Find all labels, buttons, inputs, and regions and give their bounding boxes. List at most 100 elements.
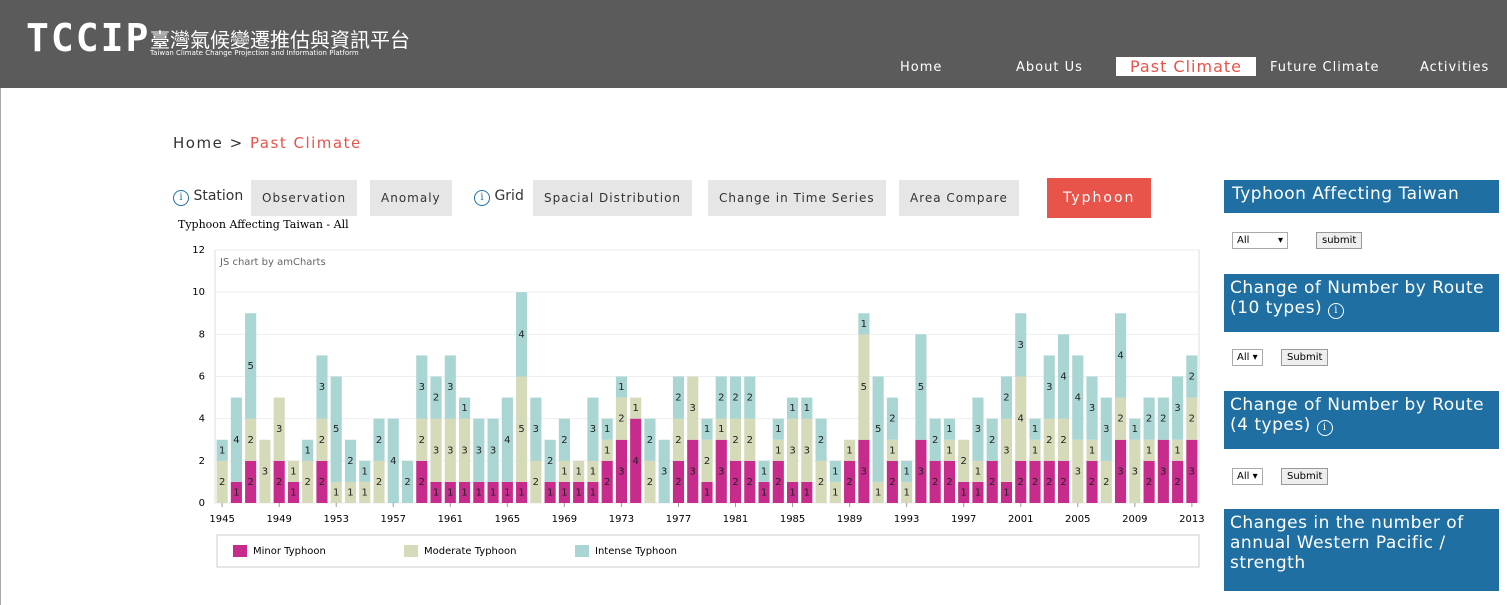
bar-segment	[216, 460, 228, 503]
select[interactable]: All ▾	[1232, 232, 1288, 249]
bar-segment	[1100, 460, 1112, 503]
bar-segment	[444, 481, 456, 503]
submit-button[interactable]: submit	[1316, 232, 1363, 249]
value-label: 3	[690, 466, 696, 477]
bar-segment	[872, 376, 884, 482]
y-tick-label: 6	[199, 372, 205, 383]
bar-segment	[273, 397, 285, 461]
sidebar-title: Change of Number by Route (4 types) i	[1224, 391, 1499, 449]
tab[interactable]: Change in Time Series	[708, 180, 886, 216]
value-label: 3	[1174, 403, 1180, 414]
x-tick-label: 1949	[266, 514, 291, 525]
bar-segment	[772, 439, 784, 461]
bar-segment	[744, 418, 756, 461]
value-label: 1	[233, 487, 239, 498]
value-label: 2	[1046, 435, 1052, 446]
value-label: 2	[1189, 414, 1195, 425]
site-title: 臺灣氣候變遷推估與資訊平台	[150, 28, 410, 52]
value-label: 1	[946, 424, 952, 435]
value-label: 2	[1160, 414, 1166, 425]
value-label: 3	[618, 466, 624, 477]
grid-label: i Grid	[474, 188, 524, 206]
value-label: 2	[732, 435, 738, 446]
legend-label: Minor Typhoon	[253, 546, 326, 557]
bar-segment	[758, 481, 770, 503]
nav-item[interactable]: Activities	[1420, 60, 1490, 75]
submit-button[interactable]: Submit	[1281, 468, 1329, 485]
bar-segment	[473, 481, 485, 503]
value-label: 2	[704, 456, 710, 467]
breadcrumb: Home > Past Climate	[173, 134, 362, 152]
bar-segment	[815, 418, 827, 461]
bar-segment	[302, 460, 314, 503]
value-label: 4	[1060, 372, 1066, 383]
bar-segment	[344, 439, 357, 482]
nav-item[interactable]: Home	[900, 60, 943, 75]
bar-segment	[787, 418, 799, 482]
value-label: 1	[518, 487, 524, 498]
value-label: 1	[975, 466, 981, 477]
value-label: 3	[661, 466, 667, 477]
tab[interactable]: Spacial Distribution	[533, 180, 693, 216]
select[interactable]: All ▾	[1232, 468, 1263, 485]
value-label: 5	[875, 424, 881, 435]
bar-segment	[1057, 460, 1070, 503]
nav-item[interactable]: Future Climate	[1270, 60, 1380, 75]
nav-item[interactable]: About Us	[1016, 60, 1083, 75]
tab-active[interactable]: Typhoon	[1047, 178, 1152, 218]
value-label: 2	[1174, 477, 1180, 488]
bar-segment	[829, 481, 841, 503]
bar-segment	[915, 439, 927, 503]
select-value: All	[1237, 235, 1250, 246]
value-label: 1	[219, 445, 225, 456]
tab[interactable]: Anomaly	[370, 180, 452, 216]
x-tick-label: 1989	[837, 514, 862, 525]
bar-segment	[687, 439, 699, 503]
value-label: 1	[476, 487, 482, 498]
bar-segment	[1172, 439, 1184, 461]
value-label: 1	[718, 424, 724, 435]
value-label: 3	[1117, 466, 1123, 477]
bar-segment	[829, 460, 841, 482]
tab[interactable]: Area Compare	[899, 180, 1019, 216]
chart-credit[interactable]: JS chart by amCharts	[219, 257, 326, 268]
bar-segment	[715, 418, 727, 440]
bar-segment	[701, 418, 713, 440]
value-label: 4	[390, 456, 396, 467]
value-label: 2	[647, 477, 653, 488]
bar-segment	[1015, 460, 1027, 503]
bar-segment	[245, 418, 257, 461]
value-label: 2	[547, 456, 553, 467]
info-icon[interactable]: i	[1328, 303, 1345, 319]
bar-segment	[772, 460, 784, 503]
bar-segment	[487, 481, 499, 503]
info-icon[interactable]: i	[1316, 420, 1333, 436]
crumb-home[interactable]: Home	[173, 134, 224, 152]
bar-segment	[1129, 439, 1141, 503]
value-label: 1	[362, 466, 368, 477]
info-icon[interactable]: i	[474, 190, 490, 206]
value-label: 2	[1018, 477, 1024, 488]
value-label: 2	[1003, 393, 1009, 404]
nav-item-active[interactable]: Past Climate	[1116, 57, 1256, 76]
logo[interactable]: TCCIP	[26, 16, 151, 60]
value-label: 2	[1089, 477, 1095, 488]
value-label: 2	[732, 477, 738, 488]
bar-segment	[886, 439, 898, 461]
value-label: 1	[761, 487, 767, 498]
submit-button[interactable]: Submit	[1281, 349, 1329, 366]
bar-segment	[672, 376, 685, 419]
bar-segment	[901, 460, 913, 482]
info-icon[interactable]: i	[173, 190, 189, 206]
value-label: 3	[447, 445, 453, 456]
bar-segment	[1043, 355, 1055, 419]
bar-segment	[986, 460, 998, 503]
value-label: 1	[961, 487, 967, 498]
select[interactable]: All ▾	[1232, 349, 1263, 366]
x-tick-label: 1953	[323, 514, 348, 525]
y-tick-label: 12	[192, 245, 205, 256]
bar-segment	[273, 460, 285, 503]
tab[interactable]: Observation	[251, 180, 358, 216]
value-label: 1	[490, 487, 496, 498]
value-label: 2	[932, 435, 938, 446]
